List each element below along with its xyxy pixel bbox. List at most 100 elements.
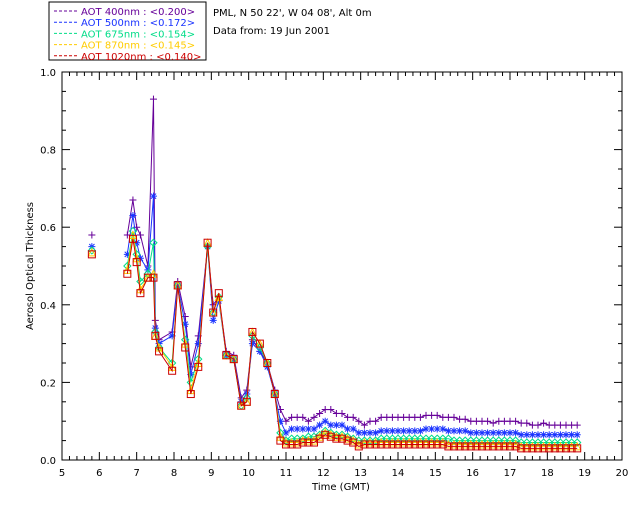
x-tick-label: 17	[504, 468, 517, 479]
data-point	[394, 427, 402, 435]
data-point	[299, 425, 307, 433]
data-point	[450, 442, 458, 451]
data-point	[128, 226, 138, 236]
data-point	[248, 340, 256, 348]
data-point	[551, 431, 559, 439]
data-point	[338, 421, 346, 429]
y-tick-label: 0.6	[40, 223, 56, 234]
data-point	[310, 425, 318, 433]
data-point	[149, 273, 158, 282]
data-point	[416, 413, 424, 421]
data-point	[416, 427, 424, 435]
x-tick-label: 16	[466, 468, 479, 479]
data-point	[304, 425, 312, 433]
data-point	[173, 281, 182, 290]
data-point	[123, 250, 131, 258]
data-point	[355, 417, 363, 425]
x-tick-label: 20	[616, 468, 629, 479]
data-point	[214, 289, 223, 298]
data-point	[573, 431, 581, 439]
data-point	[405, 440, 414, 449]
data-point	[87, 247, 97, 257]
data-point	[293, 425, 301, 433]
series-layer	[87, 95, 582, 453]
data-point	[293, 440, 302, 449]
data-point	[255, 343, 265, 352]
x-tick-label: 5	[59, 468, 65, 479]
data-point	[444, 434, 453, 443]
data-point	[355, 429, 363, 437]
data-point	[354, 442, 363, 451]
data-point	[494, 442, 503, 451]
data-point	[456, 427, 464, 435]
data-point	[181, 343, 190, 352]
data-point	[248, 331, 257, 341]
data-point	[349, 413, 357, 421]
data-point	[377, 440, 386, 449]
data-point	[209, 308, 218, 317]
data-point	[143, 273, 152, 282]
x-tick-label: 6	[96, 468, 102, 479]
data-point	[343, 436, 352, 445]
data-point	[332, 434, 341, 443]
data-point	[467, 429, 475, 437]
data-point	[149, 192, 157, 200]
data-point	[372, 429, 380, 437]
data-point	[405, 427, 413, 435]
data-point	[338, 409, 346, 417]
data-point	[270, 390, 279, 399]
data-point	[209, 316, 217, 324]
data-point	[181, 320, 189, 328]
data-point	[181, 312, 189, 320]
x-tick-label: 18	[541, 468, 554, 479]
data-point	[388, 440, 397, 449]
data-point	[327, 406, 335, 414]
data-point	[444, 442, 453, 451]
data-point	[478, 442, 486, 451]
x-tick-label: 14	[392, 468, 405, 479]
x-tick-label: 12	[317, 468, 330, 479]
y-tick-label: 1.0	[40, 68, 56, 79]
data-point	[540, 431, 548, 439]
data-point	[136, 289, 145, 298]
data-point	[550, 444, 559, 453]
data-point	[383, 427, 391, 435]
data-point	[534, 421, 542, 429]
data-point	[450, 413, 458, 421]
axes: 5 6 7 8 9 10 11 12 13 14 15 16 17 18 19 20 0.0 0.2 0.4 0.6 0…	[40, 68, 628, 479]
data-point	[168, 332, 176, 340]
y-tick-label: 0.2	[40, 378, 56, 389]
data-point	[344, 425, 352, 433]
x-tick-label: 9	[208, 468, 214, 479]
data-point	[360, 421, 368, 429]
legend-box	[48, 1, 207, 61]
data-point	[132, 258, 141, 267]
data-point	[399, 440, 408, 449]
x-tick-label: 13	[354, 468, 367, 479]
date-info: Data from: 19 Jun 2001	[213, 26, 331, 37]
data-point	[299, 413, 307, 421]
legend-entry: AOT 675nm : <0.154>	[81, 29, 195, 40]
data-point	[194, 362, 203, 371]
legend-entry: AOT 870nm : <0.145>	[81, 41, 195, 52]
data-point	[332, 421, 340, 429]
data-point	[377, 427, 385, 435]
data-point	[168, 366, 177, 375]
series-5	[87, 234, 582, 453]
data-point	[422, 425, 430, 433]
x-axis-label: Time (GMT)	[311, 482, 370, 493]
data-point	[203, 238, 212, 247]
data-point	[540, 419, 548, 427]
data-point	[321, 417, 329, 425]
series-line-5	[126, 238, 578, 449]
data-point	[461, 427, 469, 435]
data-point	[87, 246, 97, 255]
data-point	[136, 231, 144, 239]
data-point	[556, 444, 565, 453]
data-point	[255, 339, 264, 348]
data-point	[327, 421, 335, 429]
y-tick-label: 0.0	[40, 456, 56, 467]
x-tick-label: 19	[578, 468, 591, 479]
